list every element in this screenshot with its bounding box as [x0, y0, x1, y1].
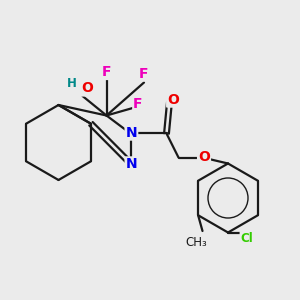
Text: CH₃: CH₃ — [186, 236, 207, 250]
Text: O: O — [198, 150, 210, 164]
Text: O: O — [167, 93, 179, 106]
Text: O: O — [81, 82, 93, 95]
Text: N: N — [126, 158, 137, 171]
Text: Cl: Cl — [241, 232, 253, 245]
Text: F: F — [102, 65, 111, 79]
Text: F: F — [139, 67, 149, 80]
Text: N: N — [126, 126, 137, 140]
Text: H: H — [67, 77, 77, 90]
Text: F: F — [133, 97, 143, 110]
